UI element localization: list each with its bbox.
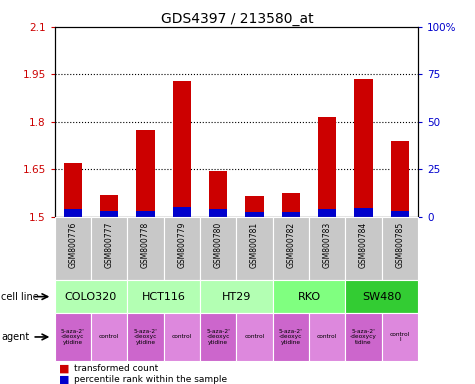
Bar: [173, 81, 191, 217]
Bar: [381, 217, 418, 280]
Text: 5-aza-2'
-deoxycy
tidine: 5-aza-2' -deoxycy tidine: [350, 329, 377, 345]
Bar: [64, 209, 82, 217]
Bar: [282, 193, 300, 217]
Text: GSM800778: GSM800778: [141, 222, 150, 268]
Bar: [163, 217, 200, 280]
Bar: [91, 217, 127, 280]
Text: GSM800776: GSM800776: [68, 222, 77, 268]
Bar: [173, 207, 191, 217]
Bar: [354, 208, 372, 217]
Text: agent: agent: [1, 332, 29, 342]
Bar: [100, 211, 118, 217]
Text: RKO: RKO: [297, 291, 321, 302]
Bar: [391, 211, 409, 217]
Bar: [200, 280, 273, 313]
Text: 5-aza-2'
-deoxyc
ytidine: 5-aza-2' -deoxyc ytidine: [279, 329, 303, 345]
Bar: [200, 217, 237, 280]
Text: GSM800780: GSM800780: [214, 222, 223, 268]
Bar: [100, 195, 118, 217]
Bar: [391, 141, 409, 217]
Text: HCT116: HCT116: [142, 291, 186, 302]
Bar: [318, 209, 336, 217]
Bar: [345, 217, 381, 280]
Bar: [127, 280, 200, 313]
Bar: [345, 280, 418, 313]
Bar: [246, 212, 264, 217]
Bar: [282, 212, 300, 217]
Bar: [273, 280, 345, 313]
Bar: [127, 217, 163, 280]
Bar: [91, 313, 127, 361]
Text: 5-aza-2'
-deoxyc
ytidine: 5-aza-2' -deoxyc ytidine: [206, 329, 230, 345]
Text: 5-aza-2'
-deoxyc
ytidine: 5-aza-2' -deoxyc ytidine: [133, 329, 157, 345]
Text: GSM800784: GSM800784: [359, 222, 368, 268]
Bar: [273, 217, 309, 280]
Bar: [163, 313, 200, 361]
Text: GSM800783: GSM800783: [323, 222, 332, 268]
Text: cell line: cell line: [1, 291, 38, 302]
Bar: [209, 209, 227, 217]
Text: GSM800785: GSM800785: [395, 222, 404, 268]
Text: ■: ■: [59, 374, 70, 384]
Text: HT29: HT29: [222, 291, 251, 302]
Bar: [237, 313, 273, 361]
Bar: [127, 313, 163, 361]
Text: control: control: [317, 334, 337, 339]
Bar: [136, 211, 154, 217]
Bar: [318, 117, 336, 217]
Text: GSM800777: GSM800777: [104, 222, 114, 268]
Text: GSM800779: GSM800779: [177, 222, 186, 268]
Bar: [136, 130, 154, 217]
Bar: [381, 313, 418, 361]
Text: control: control: [244, 334, 265, 339]
Text: control: control: [171, 334, 192, 339]
Text: 5-aza-2'
-deoxyc
ytidine: 5-aza-2' -deoxyc ytidine: [61, 329, 85, 345]
Text: GSM800781: GSM800781: [250, 222, 259, 268]
Text: ■: ■: [59, 364, 70, 374]
Bar: [55, 313, 91, 361]
Bar: [345, 313, 381, 361]
Text: control
l: control l: [390, 331, 410, 343]
Text: GSM800782: GSM800782: [286, 222, 295, 268]
Bar: [237, 217, 273, 280]
Text: percentile rank within the sample: percentile rank within the sample: [74, 375, 227, 384]
Text: SW480: SW480: [362, 291, 401, 302]
Bar: [200, 313, 237, 361]
Text: COLO320: COLO320: [65, 291, 117, 302]
Bar: [55, 217, 91, 280]
Text: transformed count: transformed count: [74, 364, 158, 373]
Bar: [309, 313, 345, 361]
Bar: [246, 196, 264, 217]
Bar: [55, 280, 127, 313]
Bar: [354, 79, 372, 217]
Bar: [273, 313, 309, 361]
Bar: [309, 217, 345, 280]
Text: control: control: [99, 334, 119, 339]
Bar: [64, 163, 82, 217]
Bar: [209, 171, 227, 217]
Text: GDS4397 / 213580_at: GDS4397 / 213580_at: [161, 12, 314, 25]
